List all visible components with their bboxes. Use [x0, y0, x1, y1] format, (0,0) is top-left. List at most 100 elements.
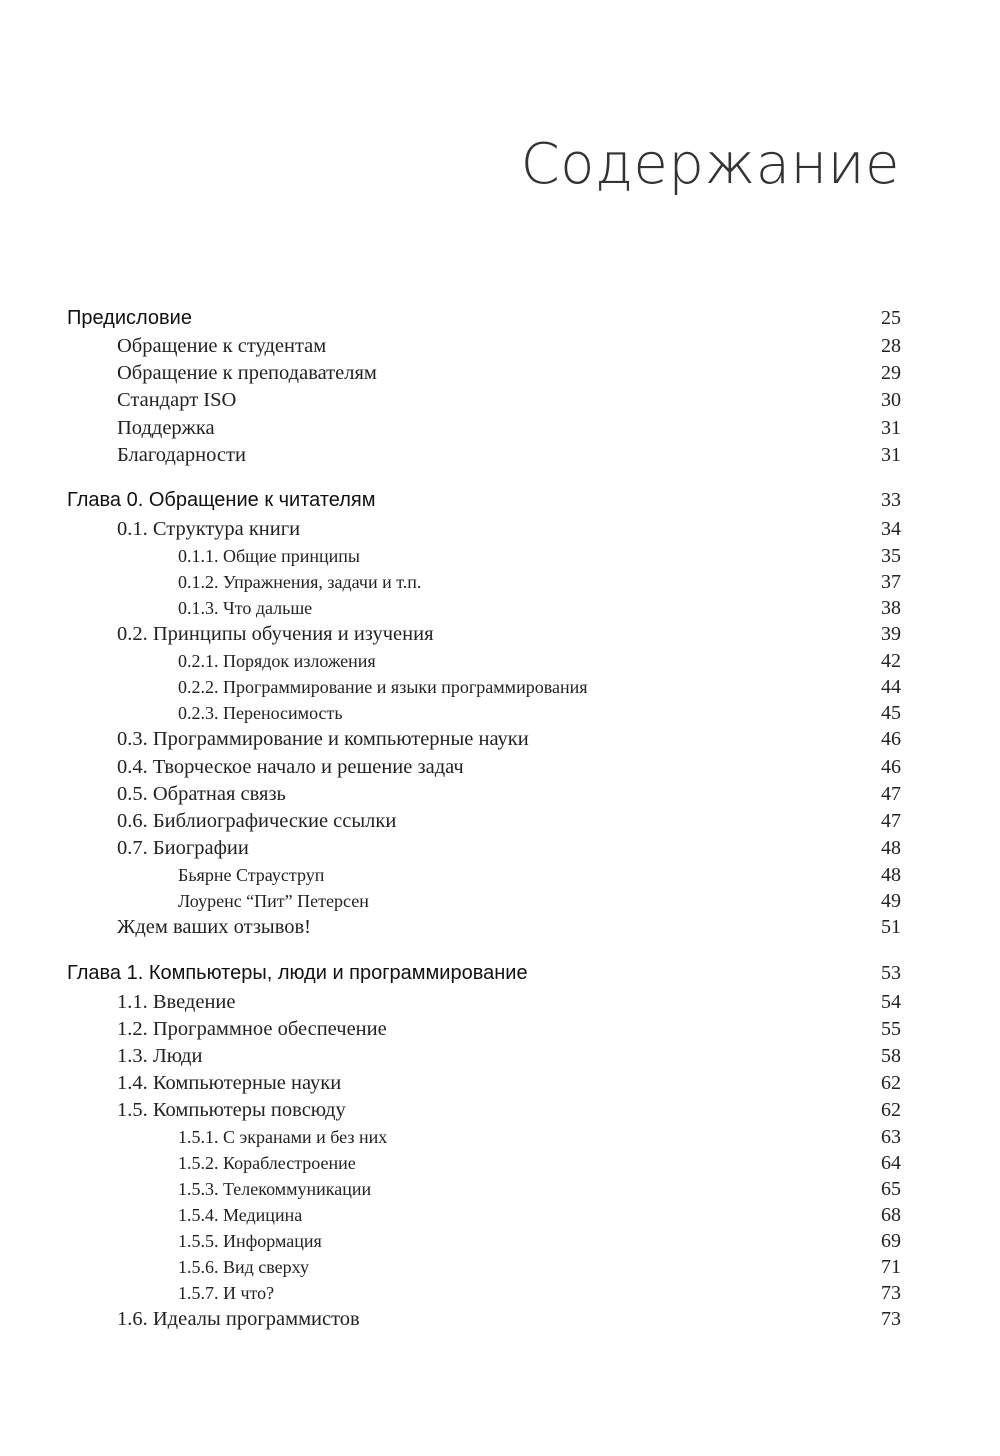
toc-section: Обращение к преподавателям 29 [67, 360, 901, 387]
toc-page-number: 58 [881, 1044, 901, 1067]
toc-entry-label: 0.1. Структура книги [117, 518, 301, 541]
toc-entry-label: 1.1. Введение [117, 990, 236, 1013]
toc-entry-label: Стандарт ISO [117, 389, 237, 412]
toc-entry-label: Обращение к студентам [117, 335, 327, 358]
toc-section: 1.6. Идеалы программистов 73 [67, 1306, 901, 1333]
toc-subsection: 0.1.2. Упражнения, задачи и т.п. 37 [67, 569, 901, 595]
toc-entry-label: 0.3. Программирование и компьютерные нау… [117, 728, 529, 751]
toc-page-number: 63 [881, 1125, 901, 1148]
toc-entry-label: 1.5.6. Вид сверху [178, 1256, 309, 1277]
toc-section: Стандарт ISO 30 [67, 387, 901, 414]
toc-page-number: 28 [881, 335, 901, 358]
toc-section: Поддержка 31 [67, 415, 901, 442]
toc-section: Ждем ваших отзывов! 51 [67, 914, 901, 941]
toc-entry-label: Глава 1. Компьютеры, люди и программиров… [67, 961, 528, 984]
toc-entry-label: 0.2.3. Переносимость [178, 702, 343, 723]
toc-page-number: 69 [881, 1229, 901, 1252]
toc-section: 0.6. Библиографические ссылки 47 [67, 808, 901, 835]
toc-chapter: Глава 1. Компьютеры, люди и программиров… [67, 958, 901, 988]
toc-entry-label: Поддержка [117, 416, 215, 439]
toc-entry-label: 0.1.2. Упражнения, задачи и т.п. [178, 571, 422, 592]
toc-subsection: 1.5.7. И что? 73 [67, 1280, 901, 1306]
toc-page-number: 55 [881, 1017, 901, 1040]
toc-section: 0.4. Творческое начало и решение задач 46 [67, 754, 901, 781]
toc-entry-label: 1.5.4. Медицина [178, 1204, 303, 1225]
toc-page-number: 31 [881, 443, 901, 466]
toc-page-number: 29 [881, 362, 901, 385]
toc-entry-label: 1.5.3. Телекоммуникации [178, 1178, 372, 1199]
toc-entry-label: 1.3. Люди [117, 1044, 203, 1067]
toc-entry-label: 0.4. Творческое начало и решение задач [117, 755, 464, 778]
toc-chapter: Предисловие 25 [67, 303, 901, 333]
toc-entry-label: 0.6. Библиографические ссылки [117, 809, 397, 832]
toc-entry-label: Лоуренс “Пит” Петерсен [178, 890, 369, 911]
toc-page-number: 45 [881, 701, 901, 724]
toc-entry-label: 1.5.2. Кораблестроение [178, 1152, 356, 1173]
toc-entry-label: 1.5.7. И что? [178, 1282, 275, 1303]
toc-subsection: 1.5.2. Кораблестроение 64 [67, 1150, 901, 1176]
toc-page-number: 35 [881, 544, 901, 567]
toc-subsection: 0.2.2. Программирование и языки программ… [67, 674, 901, 700]
toc-page-number: 47 [881, 809, 901, 832]
toc-entry-label: 0.1.3. Что дальше [178, 597, 313, 618]
toc-page-number: 68 [881, 1203, 901, 1226]
toc-page-number: 65 [881, 1177, 901, 1200]
toc-page-number: 48 [881, 863, 901, 886]
toc-section: Обращение к студентам 28 [67, 333, 901, 360]
toc-entry-label: 1.5.5. Информация [178, 1230, 322, 1251]
toc-page-number: 48 [881, 837, 901, 860]
toc-entry-label: 1.6. Идеалы программистов [117, 1308, 360, 1331]
toc-page-number: 62 [881, 1099, 901, 1122]
toc-subsection: 1.5.1. С экранами и без них 63 [67, 1124, 901, 1150]
toc-section: 0.7. Биографии 48 [67, 835, 901, 862]
toc-section: 0.2. Принципы обучения и изучения 39 [67, 621, 901, 648]
toc-subsection: Бьярне Страуструп 48 [67, 862, 901, 888]
toc-entry-label: 0.5. Обратная связь [117, 782, 286, 805]
toc-subsection: 0.2.1. Порядок изложения 42 [67, 648, 901, 674]
toc-entry-label: 0.2. Принципы обучения и изучения [117, 623, 434, 646]
toc-subsection: Лоуренс “Пит” Петерсен 49 [67, 888, 901, 914]
toc-entry-label: 1.5.1. С экранами и без них [178, 1126, 388, 1147]
toc-section: 1.5. Компьютеры повсюду 62 [67, 1097, 901, 1124]
toc-page-number: 33 [881, 489, 901, 512]
toc-entry-label: 1.2. Программное обеспечение [117, 1017, 387, 1040]
toc-subsection: 1.5.6. Вид сверху 71 [67, 1254, 901, 1280]
toc-chapter: Глава 0. Обращение к читателям 33 [67, 486, 901, 516]
page-title: Содержание [520, 132, 900, 197]
toc-page-number: 42 [881, 649, 901, 672]
toc-subsection: 0.1.3. Что дальше 38 [67, 595, 901, 621]
toc-subsection: 0.1.1. Общие принципы 35 [67, 543, 901, 569]
toc-page-number: 44 [881, 675, 901, 698]
toc-page-number: 25 [881, 306, 901, 329]
toc-section: 1.1. Введение 54 [67, 988, 901, 1015]
toc-entry-label: 0.7. Биографии [117, 837, 249, 860]
toc-section: 0.5. Обратная связь 47 [67, 781, 901, 808]
toc-section: 0.3. Программирование и компьютерные нау… [67, 726, 901, 753]
toc-entry-label: Ждем ваших отзывов! [117, 916, 311, 939]
toc-entry-label: Бьярне Страуструп [178, 864, 325, 885]
toc-page-number: 30 [881, 389, 901, 412]
table-of-contents: Предисловие 25 Обращение к студентам 28 Обра… [67, 303, 901, 1334]
toc-section: 1.3. Люди 58 [67, 1043, 901, 1070]
toc-entry-label: 0.2.1. Порядок изложения [178, 650, 376, 671]
toc-entry-label: Обращение к преподавателям [117, 362, 377, 385]
toc-section: 1.4. Компьютерные науки 62 [67, 1070, 901, 1097]
toc-page-number: 46 [881, 728, 901, 751]
toc-entry-label: 1.4. Компьютерные науки [117, 1072, 342, 1095]
toc-section: 1.2. Программное обеспечение 55 [67, 1016, 901, 1043]
toc-page-number: 73 [881, 1308, 901, 1331]
toc-section: 0.1. Структура книги 34 [67, 516, 901, 543]
toc-page-number: 39 [881, 623, 901, 646]
toc-page-number: 31 [881, 416, 901, 439]
toc-section: Благодарности 31 [67, 442, 901, 469]
toc-entry-label: 1.5. Компьютеры повсюду [117, 1099, 346, 1122]
toc-page-number: 71 [881, 1255, 901, 1278]
toc-entry-label: 0.1.1. Общие принципы [178, 545, 361, 566]
toc-page-number: 49 [881, 889, 901, 912]
toc-entry-label: Предисловие [67, 306, 192, 329]
toc-entry-label: Благодарности [117, 443, 246, 466]
toc-subsection: 1.5.4. Медицина 68 [67, 1202, 901, 1228]
toc-subsection: 1.5.3. Телекоммуникации 65 [67, 1176, 901, 1202]
toc-page-number: 46 [881, 755, 901, 778]
toc-entry-label: Глава 0. Обращение к читателям [67, 489, 376, 512]
